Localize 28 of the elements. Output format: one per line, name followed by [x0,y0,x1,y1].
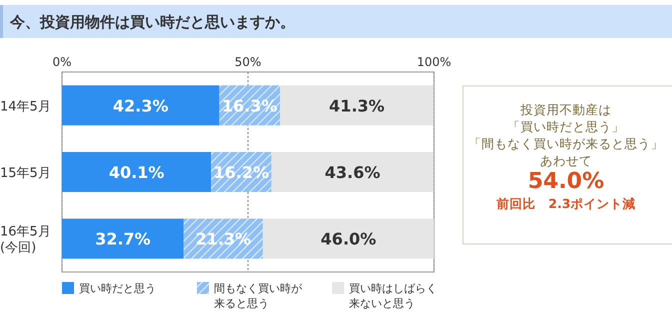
text: 54.0% [528,169,604,194]
legend-label: 間もなく買い時が来ると思う [214,282,303,310]
x-tick-label: 0% [52,55,72,69]
data-label: 42.3% [112,96,168,116]
text: 「間もなく買い時が来ると思う」 [468,136,664,151]
bar [62,152,212,192]
chart-title: 今、投資用物件は買い時だと思いますか。 [9,13,295,31]
text: 前回比 2.3ポイント減 [495,196,636,211]
y-tick-label: 16年5月 (今回) [0,224,51,256]
text: あわせて [540,153,592,168]
data-label: 43.6% [324,163,380,182]
text: 「買い時だと思う」 [508,119,624,134]
data-label: 40.1% [108,163,164,182]
bar [262,218,434,259]
legend-label: 買い時だと思う [79,282,156,295]
y-tick-label: 15年5月 [0,166,51,181]
bar [271,152,434,192]
legend-label: 買い時はしばらく来ないと思う [349,282,437,310]
bar [280,85,434,126]
data-label: 41.3% [329,96,385,116]
y-tick-label: 14年5月 [0,99,51,114]
x-tick-label: 50% [234,55,262,69]
data-label: 46.0% [320,230,376,249]
data-label: 32.7% [95,230,151,249]
bar [62,85,220,126]
x-tick-label: 100% [416,55,452,69]
text: 投資用不動産は [520,102,612,117]
bar [62,218,184,259]
